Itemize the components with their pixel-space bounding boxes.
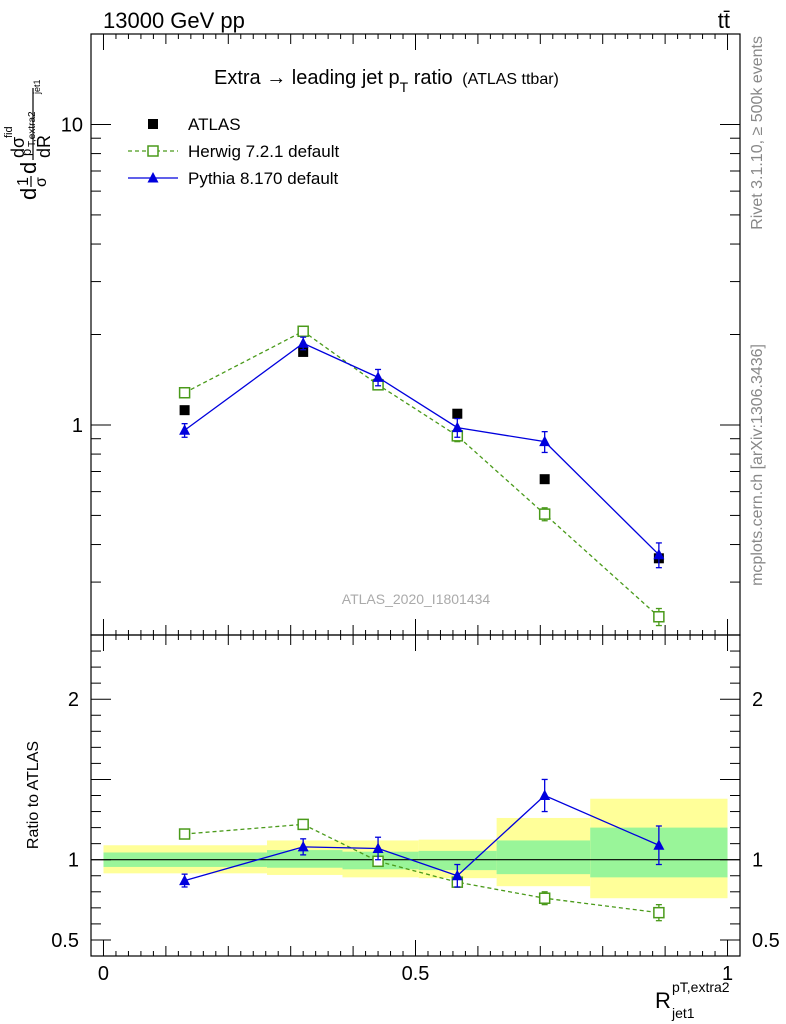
- x-axis-label: R pT,extra2 jet1: [655, 979, 730, 1021]
- y-label-fid: fid: [3, 126, 15, 138]
- y-label-p: p: [19, 149, 34, 156]
- herwig-point: [538, 892, 551, 904]
- pythia-point: [297, 840, 309, 852]
- pythia-point: [297, 337, 309, 348]
- herwig-point: [178, 386, 191, 399]
- y-label-d2: d: [16, 162, 41, 174]
- main-y-axis-label: d 1 σ d dσ fid p T,extra2 jet1 dR: [3, 79, 54, 200]
- atlas-point: [539, 474, 550, 485]
- main-y-tick-label: 10: [61, 114, 83, 136]
- atlas-point: [452, 408, 463, 419]
- plot-title-sub: T: [400, 79, 409, 95]
- pythia-point: [179, 424, 191, 435]
- ratio-y-tick-label: 1: [68, 850, 79, 872]
- plot-title-main: Extra → leading jet p: [214, 67, 400, 89]
- y-label-denominator: dR: [34, 135, 54, 158]
- y-label-d: d: [16, 188, 41, 200]
- herwig-line: [184, 330, 660, 618]
- ratio-frame: [90, 634, 741, 957]
- pythia-point: [451, 421, 463, 433]
- ratio-y-tick-label: 0.5: [51, 930, 79, 952]
- mcplots-label: mcplots.cern.ch [arXiv:1306.3436]: [749, 344, 766, 586]
- pythia-point: [179, 874, 191, 886]
- pythia-point: [372, 842, 384, 853]
- legend: ATLAS Herwig 7.2.1 default Pythia 8.170 de…: [128, 115, 339, 188]
- pythia-point: [653, 548, 665, 560]
- x-tick-label: 0: [98, 963, 109, 985]
- ratio-panel: 0 0.5 1 0.5 0.5 1 1 2 2: [51, 634, 780, 985]
- x-label-sup: pT,extra2: [672, 979, 730, 995]
- collision-label: 13000 GeV pp: [103, 8, 245, 33]
- plot-title: Extra → leading jet pT ratio (ATLAS ttba…: [214, 67, 559, 95]
- pythia-point: [451, 869, 463, 881]
- pythia-point: [539, 435, 551, 447]
- x-tick-label: 1: [722, 963, 733, 985]
- rivet-label: Rivet 3.1.10, ≥ 500k events: [749, 36, 766, 230]
- y-label-one: 1: [15, 177, 32, 186]
- ratio-y-tick-label-right: 1: [752, 850, 763, 872]
- atlas-point: [298, 346, 309, 357]
- plot-title-paren: (ATLAS ttbar): [462, 71, 559, 88]
- ratio-band-inner: [496, 840, 591, 875]
- ratio-y-axis-label: Ratio to ATLAS: [25, 741, 42, 849]
- pythia-point: [653, 839, 665, 850]
- main-y-tick-label: 1: [72, 415, 83, 437]
- legend-label-herwig: Herwig 7.2.1 default: [188, 142, 339, 161]
- svg-text:d: d: [16, 188, 41, 200]
- ratio-band-inner: [418, 850, 497, 871]
- ratio-y-tick-label-right: 2: [752, 689, 763, 711]
- y-label-sigma: σ: [33, 177, 50, 187]
- herwig-point: [297, 325, 309, 338]
- pythia-line: [184, 794, 660, 882]
- analysis-watermark: ATLAS_2020_I1801434: [342, 591, 491, 607]
- plot-title-ratio: ratio: [408, 67, 452, 89]
- y-label-jet1: jet1: [32, 79, 42, 95]
- process-label: tt̄: [718, 8, 730, 33]
- ratio-y-tick-label-right: 0.5: [752, 930, 780, 952]
- legend-label-atlas: ATLAS: [188, 115, 241, 134]
- legend-label-pythia: Pythia 8.170 default: [188, 169, 339, 188]
- pythia-line: [184, 342, 660, 556]
- herwig-point: [538, 508, 551, 520]
- x-tick-label: 0.5: [402, 963, 430, 985]
- herwig-point: [653, 906, 665, 919]
- herwig-point: [653, 611, 665, 623]
- y-label-numerator: dσ: [8, 137, 28, 158]
- pythia-point: [539, 789, 551, 800]
- legend-marker-pythia: [147, 172, 159, 183]
- herwig-line: [184, 823, 659, 914]
- ratio-band-inner: [266, 850, 343, 868]
- x-label-sub: jet1: [671, 1005, 695, 1021]
- herwig-point: [297, 818, 309, 831]
- x-label-R: R: [655, 988, 671, 1013]
- herwig-point: [178, 828, 191, 840]
- legend-marker-herwig: [147, 145, 159, 157]
- pythia-point: [372, 371, 384, 382]
- ratio-y-tick-label: 2: [68, 689, 79, 711]
- legend-marker-atlas: [148, 119, 158, 129]
- atlas-point: [179, 405, 190, 416]
